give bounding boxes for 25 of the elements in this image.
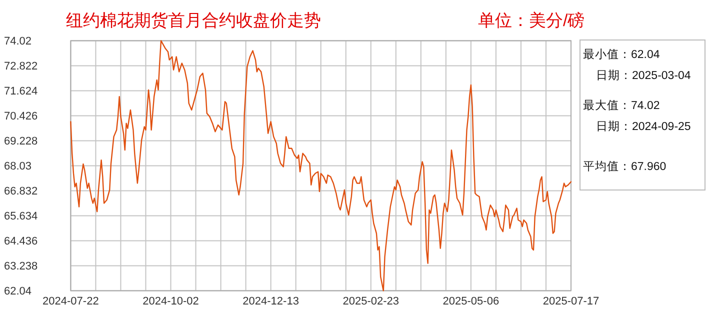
text: 最大值：74.02	[583, 99, 660, 112]
y-tick-label: 65.634	[4, 210, 38, 223]
y-tick-label: 72.822	[4, 60, 38, 73]
y-tick-label: 71.624	[4, 86, 38, 98]
y-tick-label: 66.832	[4, 186, 38, 198]
y-tick-label: 70.426	[4, 110, 38, 123]
text: 日期：2024-09-25	[596, 120, 691, 133]
x-tick-label: 2024-07-22	[42, 296, 99, 308]
y-tick-label: 68.03	[4, 160, 32, 173]
text: 日期：2025-03-04	[596, 69, 692, 82]
y-tick-label: 63.238	[4, 260, 38, 273]
y-tick-label: 69.228	[4, 136, 38, 148]
line-series	[70, 40, 572, 292]
text: 最小值：62.04	[583, 48, 660, 61]
y-tick-label: 64.436	[4, 236, 38, 248]
chart-title: 纽约棉花期货首月合约收盘价走势	[66, 11, 321, 30]
x-tick-label: 2025-05-06	[442, 296, 500, 308]
x-tick-label: 2025-07-17	[542, 296, 600, 308]
y-tick-label: 74.02	[4, 36, 32, 48]
chart-subtitle: 单位：美分/磅	[478, 11, 585, 30]
x-tick-label: 2025-02-23	[342, 296, 400, 308]
text: 平均值：67.960	[583, 160, 666, 173]
x-tick-label: 2024-10-02	[142, 296, 199, 308]
y-tick-label: 62.04	[4, 286, 32, 298]
x-tick-label: 2024-12-13	[242, 296, 299, 308]
